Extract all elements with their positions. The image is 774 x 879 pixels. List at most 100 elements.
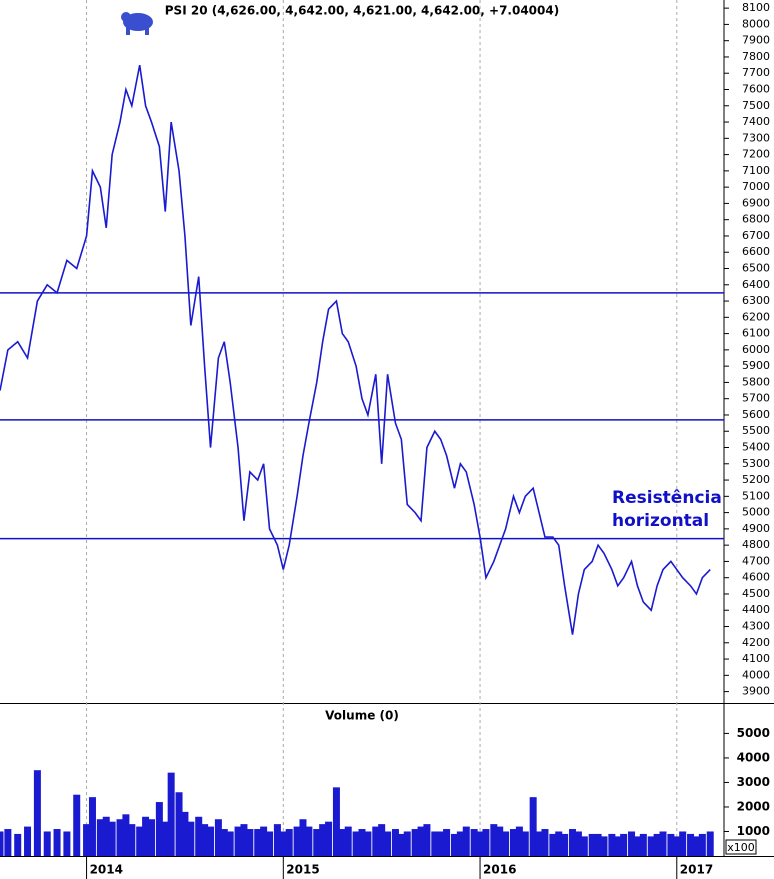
volume-bar <box>561 833 569 856</box>
volume-bar <box>33 770 41 856</box>
volume-bar <box>246 829 254 856</box>
volume-bar <box>279 831 287 856</box>
volume-bar <box>515 826 523 856</box>
y-tick-label: 6800 <box>742 213 770 226</box>
volume-bar <box>535 831 543 856</box>
volume-bar <box>608 833 616 856</box>
volume-bar <box>187 821 195 856</box>
volume-bar <box>161 821 169 856</box>
volume-bar <box>325 821 333 856</box>
y-tick-label: 7700 <box>742 66 770 79</box>
x-tick-label: 2017 <box>680 863 713 877</box>
volume-bar <box>207 826 215 856</box>
x-tick-label: 2015 <box>286 863 319 877</box>
volume-bar <box>417 826 425 856</box>
volume-bar <box>431 831 439 856</box>
volume-bar <box>569 829 577 856</box>
volume-bar <box>600 836 608 856</box>
volume-bar <box>450 833 458 856</box>
volume-tick-label: 1000 <box>737 824 770 838</box>
volume-bar <box>403 831 411 856</box>
volume-bar <box>332 787 340 856</box>
volume-bar <box>273 824 281 856</box>
y-tick-label: 5500 <box>742 424 770 437</box>
volume-bar <box>647 836 655 856</box>
volume-bar <box>549 833 557 856</box>
volume-bar <box>260 826 268 856</box>
y-tick-label: 5000 <box>742 506 770 519</box>
y-tick-label: 4000 <box>742 668 770 681</box>
y-tick-label: 4400 <box>742 603 770 616</box>
volume-bar <box>266 831 274 856</box>
volume-bar <box>594 833 602 856</box>
y-tick-label: 7300 <box>742 131 770 144</box>
volume-bar <box>443 829 451 856</box>
annotation-line: horizontal <box>612 511 709 531</box>
volume-bar <box>482 829 490 856</box>
volume-bar <box>496 826 504 856</box>
y-tick-label: 6700 <box>742 229 770 242</box>
volume-bar <box>364 831 372 856</box>
volume-bar <box>437 831 445 856</box>
y-tick-label: 8100 <box>742 1 770 14</box>
y-tick-label: 5600 <box>742 408 770 421</box>
x-tick-label: 2016 <box>483 863 516 877</box>
annotation-line: Resistência <box>612 488 722 508</box>
y-tick-label: 4100 <box>742 652 770 665</box>
volume-bar <box>639 833 647 856</box>
volume-bar <box>338 829 346 856</box>
volume-tick-label: 3000 <box>737 775 770 789</box>
volume-bar <box>462 826 470 856</box>
volume-bar <box>653 833 661 856</box>
volume-bar <box>352 831 360 856</box>
y-tick-label: 8000 <box>742 17 770 30</box>
volume-bar <box>220 829 228 856</box>
volume-bar <box>423 824 431 856</box>
volume-bar <box>128 824 136 856</box>
volume-bar <box>73 794 81 856</box>
y-tick-label: 5900 <box>742 359 770 372</box>
volume-bar <box>285 829 293 856</box>
annotation: Resistência horizontal <box>612 488 722 531</box>
volume-bar <box>195 816 203 856</box>
volume-bar <box>588 833 596 856</box>
volume-bar <box>319 824 327 856</box>
y-tick-label: 6600 <box>742 245 770 258</box>
y-tick-label: 6400 <box>742 278 770 291</box>
volume-bar <box>43 831 51 856</box>
y-tick-label: 4300 <box>742 620 770 633</box>
volume-bar <box>378 824 386 856</box>
chart-title: PSI 20 (4,626.00, 4,642.00, 4,621.00, 4,… <box>165 4 559 18</box>
y-tick-label: 6900 <box>742 196 770 209</box>
volume-bar <box>167 772 175 856</box>
y-tick-label: 5700 <box>742 392 770 405</box>
volume-tick-label: 2000 <box>737 799 770 813</box>
x-tick-label: 2014 <box>90 863 123 877</box>
volume-bar <box>293 826 301 856</box>
volume-bar <box>14 833 22 856</box>
volume-bar <box>692 836 700 856</box>
volume-bar <box>659 831 667 856</box>
volume-title: Volume (0) <box>325 709 399 723</box>
volume-bar <box>344 826 352 856</box>
bear-icon <box>121 12 153 35</box>
volume-bar <box>0 831 4 856</box>
volume-bar <box>63 831 71 856</box>
volume-bar <box>391 829 399 856</box>
y-tick-label: 4700 <box>742 554 770 567</box>
volume-bar <box>181 811 189 856</box>
volume-bar <box>687 833 695 856</box>
volume-bar <box>136 826 144 856</box>
y-tick-label: 5100 <box>742 489 770 502</box>
volume-bar <box>83 824 91 856</box>
volume-bar <box>679 831 687 856</box>
volume-unit: x100 <box>727 841 755 854</box>
y-tick-label: 7000 <box>742 180 770 193</box>
volume-tick-label: 5000 <box>737 726 770 740</box>
volume-bar <box>305 826 313 856</box>
y-tick-label: 6500 <box>742 262 770 275</box>
y-tick-label: 4500 <box>742 587 770 600</box>
volume-bar <box>116 819 124 856</box>
